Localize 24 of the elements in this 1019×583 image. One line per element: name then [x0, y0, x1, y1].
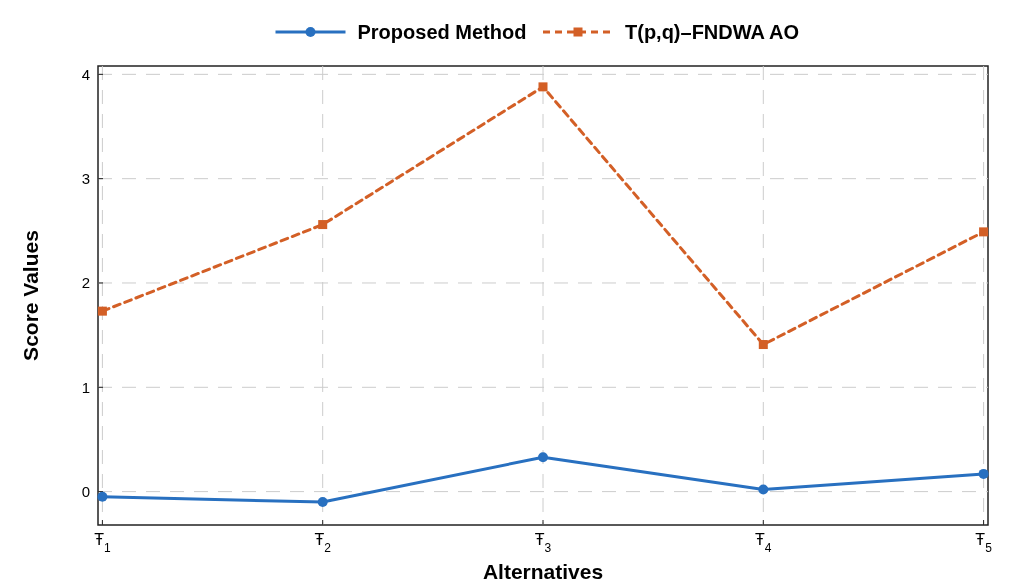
y-tick-label: 4 — [81, 65, 90, 83]
x-tick-label: Ŧ$_{3}$ — [534, 531, 552, 555]
y-tick-label: 1 — [81, 378, 90, 396]
point — [758, 484, 769, 495]
y-tick-label: 2 — [81, 274, 90, 292]
x-tick-label: Ŧ$_{4}$ — [755, 531, 772, 555]
y-axis-title: Score Values — [19, 230, 42, 361]
x-tick-label: Ŧ$_{5}$ — [975, 531, 993, 555]
point — [538, 452, 548, 463]
x-axis-title: Alternatives — [482, 560, 604, 583]
point — [978, 468, 989, 479]
point — [97, 491, 108, 502]
x-tick-label: Ŧ$_{2}$ — [314, 531, 332, 555]
legend-label: Proposed Method — [357, 21, 527, 43]
y-tick-label: 0 — [81, 482, 90, 500]
point — [758, 340, 768, 350]
point — [318, 220, 328, 230]
x-tick-label: Ŧ$_{1}$ — [94, 531, 111, 555]
point — [317, 497, 328, 508]
point — [97, 306, 107, 316]
y-tick-label: 3 — [81, 169, 90, 187]
point — [979, 227, 989, 237]
legend-label: T(p,q)–FNDWA AO — [625, 21, 800, 43]
point — [538, 82, 548, 92]
